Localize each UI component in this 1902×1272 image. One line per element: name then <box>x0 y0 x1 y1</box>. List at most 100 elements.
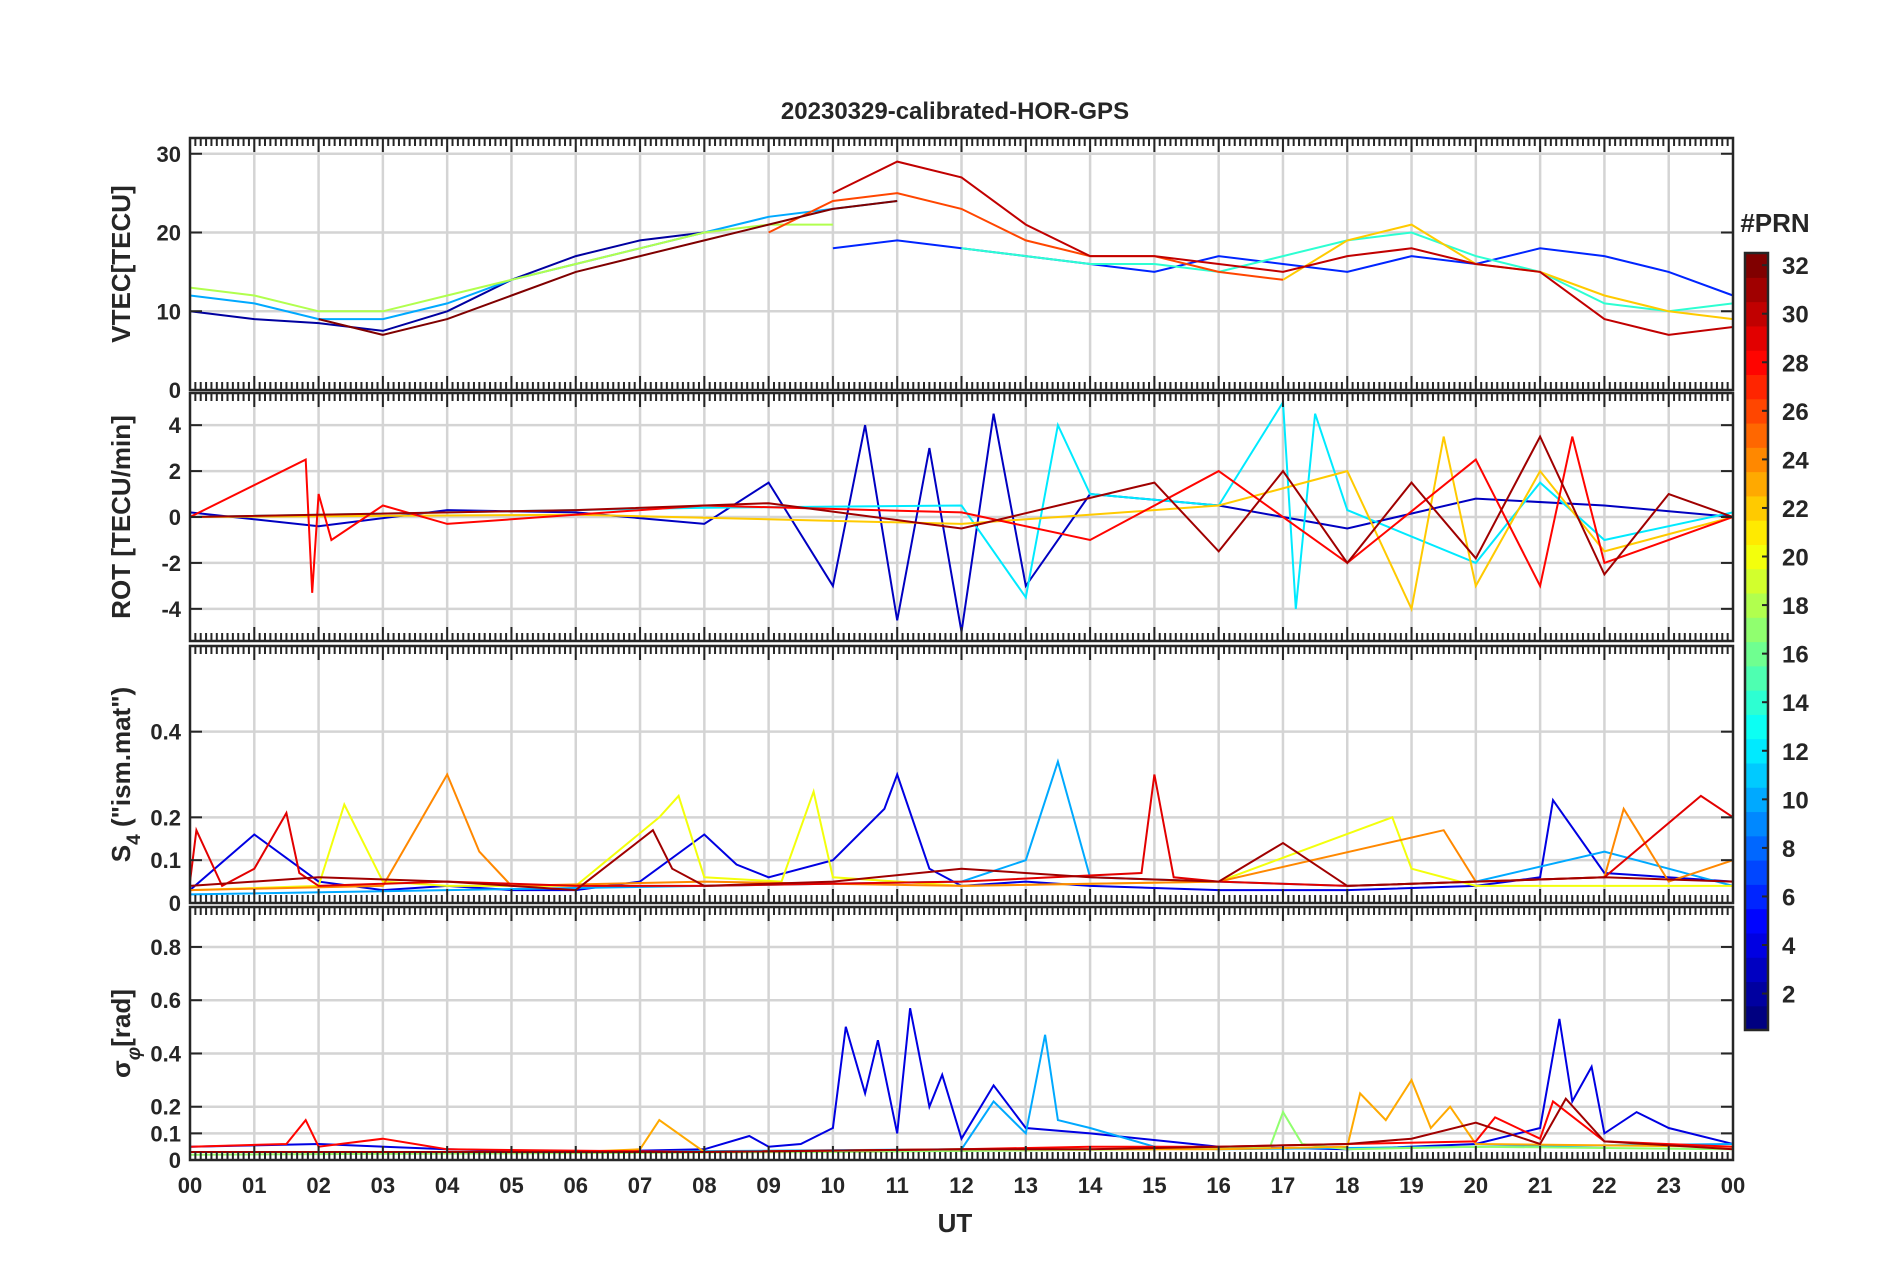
y-tick-label: 0.4 <box>150 720 181 745</box>
y-label-rest: [rad] <box>106 989 136 1047</box>
y-axis-label-rot: ROT [TECU/min] <box>106 415 136 619</box>
x-tick-label: 00 <box>1721 1173 1745 1198</box>
chart-title: 20230329-calibrated-HOR-GPS <box>781 98 1129 125</box>
grid-s4 <box>190 646 1733 903</box>
colorbar-tick-label: 20 <box>1782 545 1809 572</box>
x-tick-label: 05 <box>499 1173 523 1198</box>
series-prn-3 <box>190 413 1733 632</box>
y-tick-label: 0.8 <box>150 935 181 960</box>
colorbar-swatch <box>1745 714 1768 740</box>
colorbar-swatch <box>1745 253 1768 278</box>
colorbar-swatch <box>1745 374 1768 400</box>
x-tick-label: 17 <box>1271 1173 1295 1198</box>
colorbar-swatch <box>1745 568 1768 594</box>
colorbar-swatch <box>1745 884 1768 910</box>
minor-ticks-s4 <box>190 646 1733 904</box>
x-tick-label: 03 <box>371 1173 395 1198</box>
series-prn-28 <box>190 436 1733 593</box>
colorbar-tick-label: 4 <box>1782 933 1796 960</box>
y-label-sub: 4 <box>124 834 145 845</box>
colorbar-swatch <box>1745 835 1768 861</box>
x-tick-label: 22 <box>1592 1173 1616 1198</box>
x-tick-label: 15 <box>1142 1173 1166 1198</box>
y-label-sub: φ <box>124 1047 145 1060</box>
colorbar-swatch <box>1745 908 1768 934</box>
colorbar-tick-label: 16 <box>1782 642 1809 669</box>
series-prn-2 <box>190 231 705 332</box>
colorbar-tick-label: 6 <box>1782 884 1795 911</box>
colorbar-swatch <box>1745 932 1768 958</box>
colorbar-tick-label: 10 <box>1782 787 1809 814</box>
y-axis-label-vtec: VTEC[TECU] <box>106 185 136 342</box>
minor-ticks-sigma <box>190 907 1733 1161</box>
minor-ticks-vtec <box>190 138 1733 391</box>
colorbar-swatch <box>1745 1005 1768 1031</box>
colorbar-tick-label: 28 <box>1782 350 1809 377</box>
y-tick-label: 10 <box>157 299 181 324</box>
series-prn-24 <box>190 772 1733 892</box>
x-tick-label: 18 <box>1335 1173 1359 1198</box>
colorbar-swatch <box>1745 665 1768 691</box>
y-axis-label-s4: S4 ("ism.mat") <box>106 687 145 862</box>
colorbar-tick-label: 26 <box>1782 399 1809 426</box>
y-tick-label: 0.2 <box>150 805 181 830</box>
colorbar-tick-label: 22 <box>1782 496 1809 523</box>
y-tick-label: -4 <box>161 597 181 622</box>
colorbar-swatch <box>1745 520 1768 545</box>
y-tick-label: 4 <box>169 413 182 438</box>
grid-sigma <box>190 907 1733 1160</box>
x-tick-label: 14 <box>1078 1173 1103 1198</box>
x-tick-label: 02 <box>306 1173 330 1198</box>
series-prn-31 <box>190 828 1733 892</box>
x-tick-label: 01 <box>242 1173 266 1198</box>
colorbar-swatch <box>1745 811 1768 837</box>
colorbar-tick-label: 30 <box>1782 302 1809 329</box>
colorbar-swatch <box>1745 350 1768 376</box>
x-tick-label: 00 <box>178 1173 202 1198</box>
y-tick-label: 0.6 <box>150 988 181 1013</box>
series-prn-26 <box>768 192 1284 281</box>
x-tick-label: 16 <box>1206 1173 1230 1198</box>
x-axis-label: UT <box>938 1208 973 1238</box>
x-tick-label: 20 <box>1464 1173 1488 1198</box>
grid-vtec <box>190 138 1733 390</box>
colorbar-tick-label: 14 <box>1782 690 1809 717</box>
y-label-rest: ("ism.mat") <box>106 687 136 834</box>
x-tick-label: 19 <box>1399 1173 1423 1198</box>
series-group-s4 <box>190 758 1733 896</box>
y-label-main: S <box>106 845 136 862</box>
x-tick-label: 04 <box>435 1173 460 1198</box>
x-tick-label: 11 <box>886 1173 909 1198</box>
colorbar-swatch <box>1745 738 1768 764</box>
colorbar-swatch <box>1745 422 1768 448</box>
x-tick-labels: 00 01 02 03 04 05 06 07 08 09 10 11 12 13 14 15 16 17 18 19… <box>178 1173 1745 1198</box>
panel-vtec: 0 10 20 30 VTEC[TECU] <box>106 136 1735 403</box>
colorbar-swatch <box>1745 762 1768 788</box>
y-tick-label: 2 <box>169 459 181 484</box>
y-axis-label-sigma: σφ[rad] <box>106 989 145 1078</box>
colorbar-swatch <box>1745 690 1768 715</box>
colorbar-swatch <box>1745 641 1768 667</box>
y-tick-label: 0.4 <box>150 1041 181 1066</box>
series-prn-17 <box>190 1109 1733 1156</box>
x-tick-label: 23 <box>1656 1173 1680 1198</box>
colorbar-swatch <box>1745 495 1768 521</box>
colorbar-frame <box>1743 251 1770 1032</box>
series-prn-30 <box>832 160 1733 336</box>
y-tick-label: -2 <box>161 551 181 576</box>
x-tick-label: 10 <box>821 1173 845 1198</box>
colorbar-tick-label: 12 <box>1782 739 1809 766</box>
series-prn-31 <box>190 434 1733 577</box>
colorbar-tick-label: 24 <box>1782 447 1809 474</box>
colorbar-tick-label: 32 <box>1782 253 1809 280</box>
series-prn-18 <box>190 223 833 313</box>
colorbar-swatch <box>1745 860 1768 885</box>
colorbar-swatch <box>1745 398 1768 424</box>
colorbar-swatch <box>1745 544 1768 570</box>
colorbar-swatch <box>1745 277 1768 303</box>
colorbar-swatch <box>1745 957 1768 983</box>
series-group-rot <box>190 399 1733 632</box>
minor-ticks-rot <box>190 393 1733 641</box>
colorbar-swatch <box>1745 447 1768 473</box>
